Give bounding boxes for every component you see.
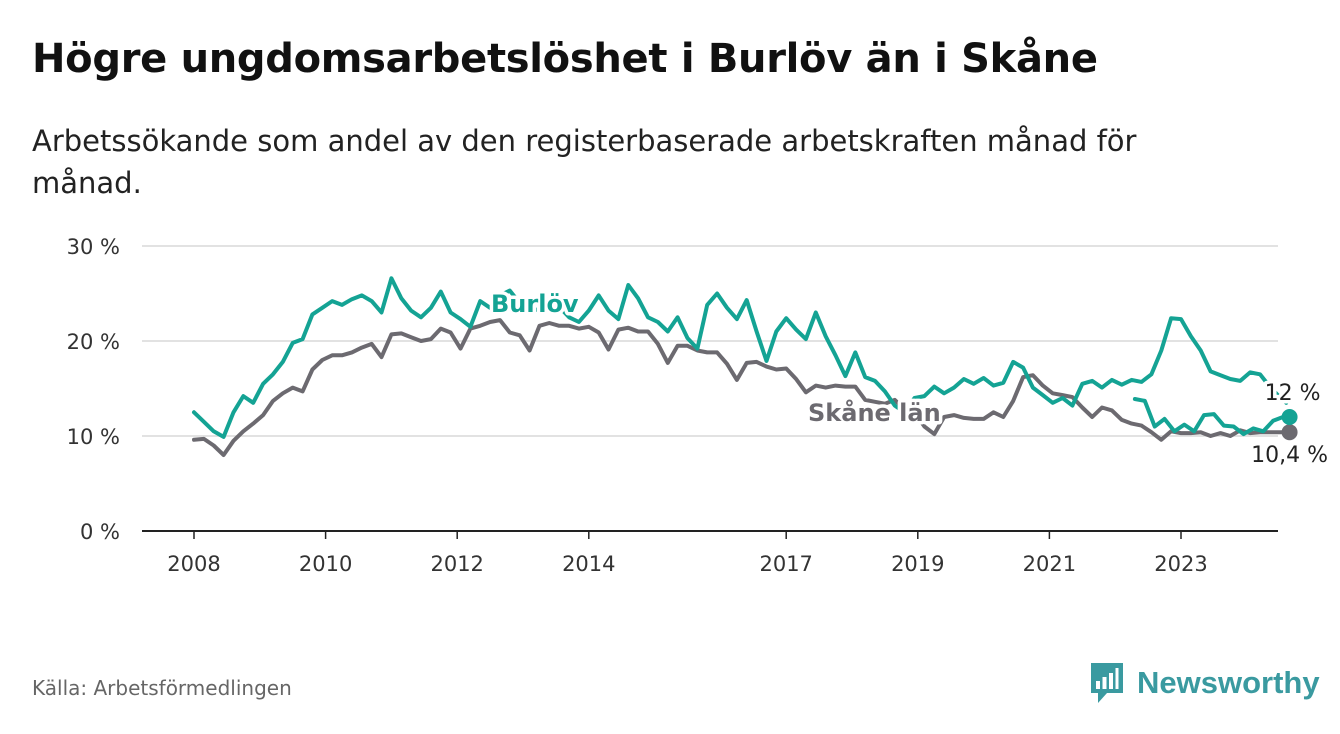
series-label-skane-halo: Skåne län [808, 398, 941, 427]
series-lines [192, 276, 1292, 457]
y-tick-label: 0 % [80, 520, 120, 544]
series-line-burlov [192, 276, 1289, 439]
series-label-burlov-halo: Burlöv [491, 290, 579, 318]
series-label-burlov: Burlöv [491, 290, 579, 318]
x-tick-label: 2019 [891, 552, 944, 576]
x-tick-label: 2021 [1023, 552, 1076, 576]
x-tick-label: 2014 [562, 552, 615, 576]
y-tick-label: 30 % [67, 235, 120, 259]
series-label-skane: Skåne län [808, 398, 941, 427]
end-point-burlov [1281, 409, 1298, 425]
series-line-skane [192, 318, 1292, 457]
series-line-burlov-tail [1132, 397, 1292, 437]
y-tick-label: 10 % [67, 425, 120, 449]
source-note: Källa: Arbetsförmedlingen [32, 676, 292, 700]
end-label-skane: 10,4 % [1251, 443, 1328, 468]
x-tick-label: 2017 [759, 552, 812, 576]
y-tick-labels: 0 % 10 % 20 % 30 % [67, 235, 120, 544]
grid-lines [142, 245, 1278, 437]
brand-name: Newsworthy [1137, 665, 1320, 700]
end-point-skane [1281, 424, 1298, 441]
bar-chart-icon [1091, 663, 1123, 703]
end-label-burlov: 12 % [1265, 381, 1321, 406]
chart-title: Högre ungdomsarbetslöshet i Burlöv än i … [32, 36, 1098, 82]
x-tick-label: 2010 [299, 552, 352, 576]
end-label-burlov-halo: 12 % [1265, 381, 1321, 406]
end-label-skane-halo: 10,4 % [1251, 443, 1328, 468]
x-tick-label: 2012 [430, 552, 483, 576]
chart-subtitle: Arbetssökande som andel av den registerb… [32, 124, 1137, 200]
x-tick-label: 2008 [167, 552, 220, 576]
x-tick-label: 2023 [1154, 552, 1207, 576]
x-axis: 2008 2010 2012 2014 2017 2019 2021 2023 [142, 530, 1278, 576]
brand-logo[interactable]: Newsworthy [1089, 660, 1320, 706]
y-tick-label: 20 % [67, 330, 120, 354]
